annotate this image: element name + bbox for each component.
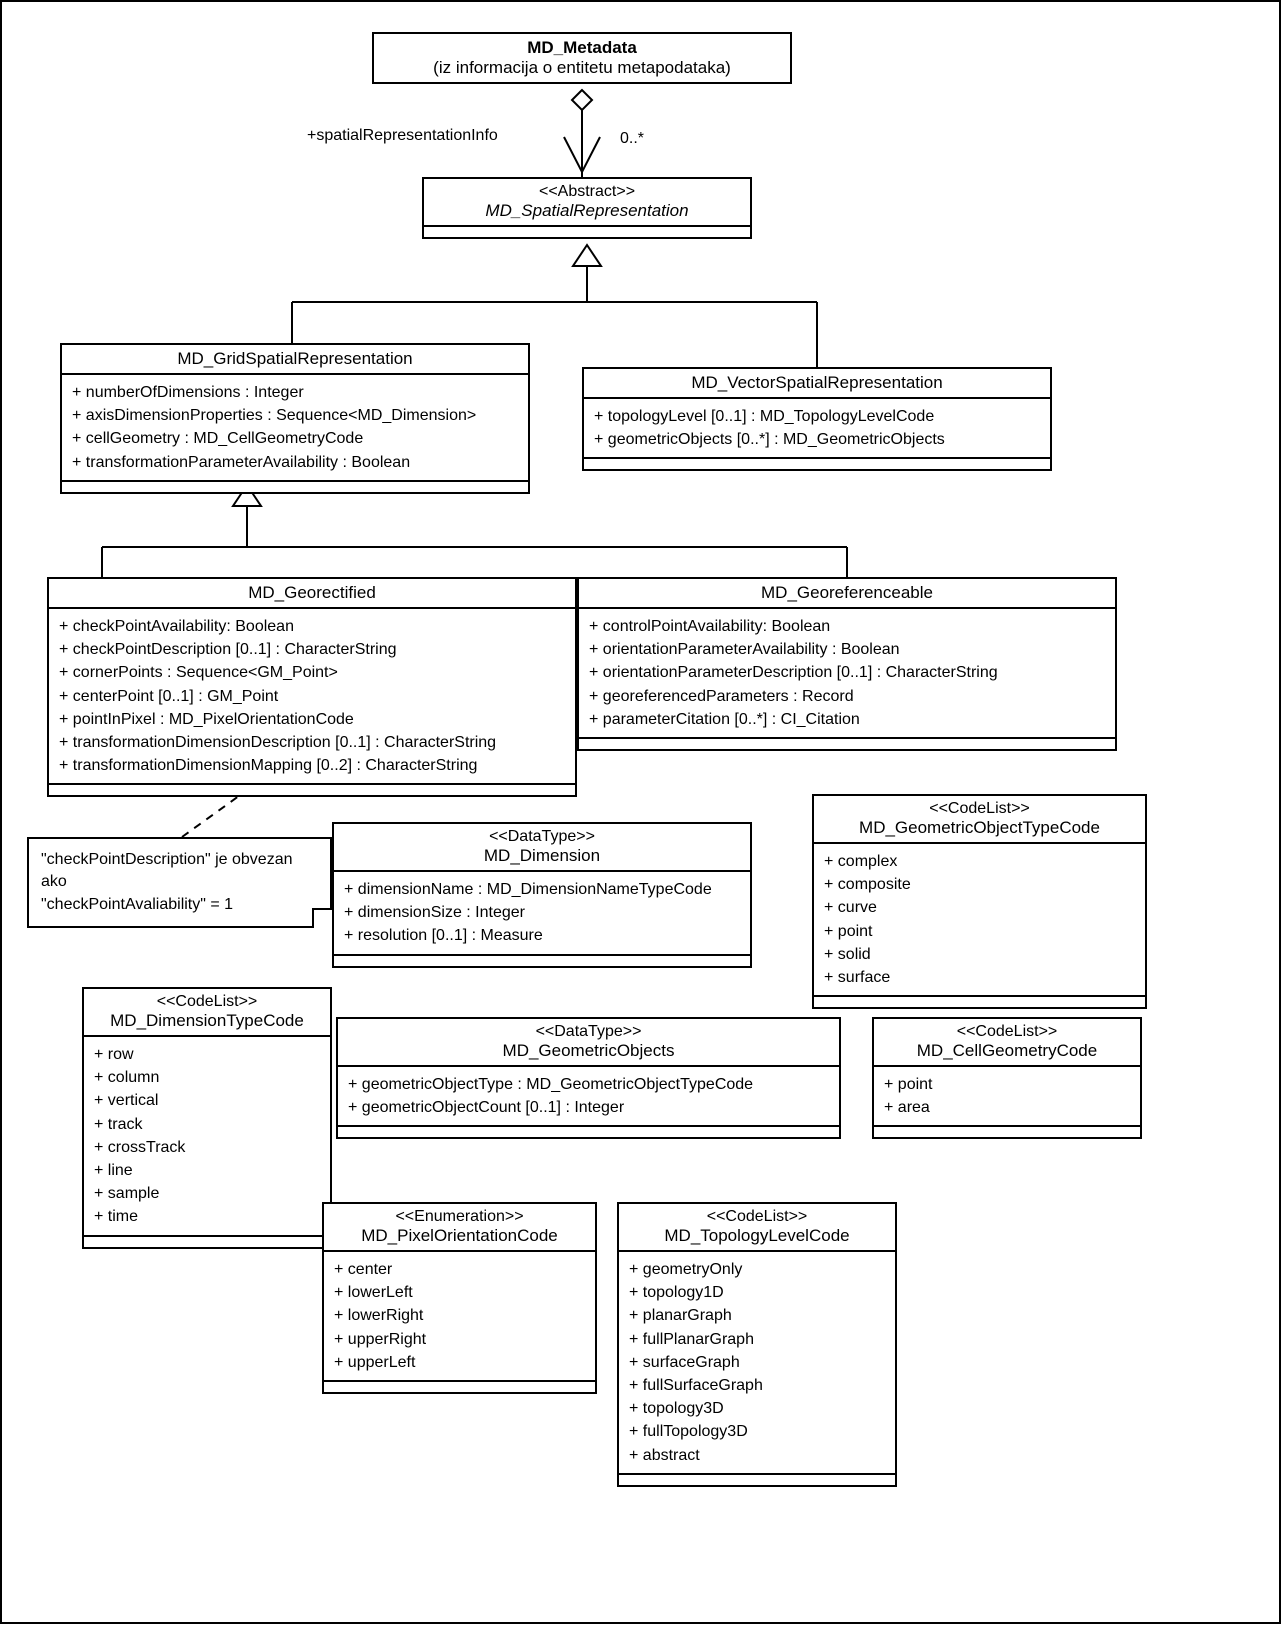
class-name: MD_Metadata	[382, 38, 782, 58]
class-name: MD_CellGeometryCode	[882, 1041, 1132, 1061]
class-name: MD_GridSpatialRepresentation	[70, 349, 520, 369]
class-md-dimension-type-code: <<CodeList>> MD_DimensionTypeCode + row …	[82, 987, 332, 1249]
class-md-vector-spatial-representation: MD_VectorSpatialRepresentation + topolog…	[582, 367, 1052, 471]
class-md-cell-geometry-code: <<CodeList>> MD_CellGeometryCode + point…	[872, 1017, 1142, 1139]
attributes: + row + column + vertical + track + cros…	[84, 1037, 330, 1237]
class-md-geometric-object-type-code: <<CodeList>> MD_GeometricObjectTypeCode …	[812, 794, 1147, 1009]
class-md-grid-spatial-representation: MD_GridSpatialRepresentation + numberOfD…	[60, 343, 530, 494]
role-label-spatialrep: +spatialRepresentationInfo	[307, 127, 498, 145]
attributes: + center + lowerLeft + lowerRight + uppe…	[324, 1252, 595, 1382]
class-md-dimension: <<DataType>> MD_Dimension + dimensionNam…	[332, 822, 752, 968]
stereotype: <<CodeList>>	[627, 1208, 887, 1226]
class-md-metadata: MD_Metadata (iz informacija o entitetu m…	[372, 32, 792, 84]
class-name: MD_VectorSpatialRepresentation	[592, 373, 1042, 393]
class-md-pixel-orientation-code: <<Enumeration>> MD_PixelOrientationCode …	[322, 1202, 597, 1394]
constraint-note: "checkPointDescription" je obvezan ako "…	[27, 837, 332, 928]
class-md-geometric-objects: <<DataType>> MD_GeometricObjects + geome…	[336, 1017, 841, 1139]
class-name: MD_DimensionTypeCode	[92, 1011, 322, 1031]
class-name: MD_PixelOrientationCode	[332, 1226, 587, 1246]
attributes: + numberOfDimensions : Integer + axisDim…	[62, 375, 528, 482]
diagram-canvas: +spatialRepresentationInfo 0..* MD_Metad…	[0, 0, 1281, 1624]
class-name: MD_Georectified	[57, 583, 567, 603]
stereotype: <<Abstract>>	[432, 183, 742, 201]
class-name: MD_GeometricObjects	[346, 1041, 831, 1061]
stereotype: <<CodeList>>	[822, 800, 1137, 818]
class-name: MD_Georeferenceable	[587, 583, 1107, 603]
mult-label-spatialrep: 0..*	[620, 130, 644, 148]
attributes: + geometryOnly + topology1D + planarGrap…	[619, 1252, 895, 1475]
attributes: + dimensionName : MD_DimensionNameTypeCo…	[334, 872, 750, 956]
attributes: + point + area	[874, 1067, 1140, 1127]
attributes: + checkPointAvailability: Boolean + chec…	[49, 609, 575, 785]
class-subtitle: (iz informacija o entitetu metapodataka)	[382, 58, 782, 78]
class-name: MD_GeometricObjectTypeCode	[822, 818, 1137, 838]
attributes: + controlPointAvailability: Boolean + or…	[579, 609, 1115, 739]
class-md-topology-level-code: <<CodeList>> MD_TopologyLevelCode + geom…	[617, 1202, 897, 1487]
class-name: MD_TopologyLevelCode	[627, 1226, 887, 1246]
stereotype: <<Enumeration>>	[332, 1208, 587, 1226]
class-md-georeferenceable: MD_Georeferenceable + controlPointAvaila…	[577, 577, 1117, 751]
class-name: MD_SpatialRepresentation	[432, 201, 742, 221]
attributes: + topologyLevel [0..1] : MD_TopologyLeve…	[584, 399, 1050, 459]
attributes: + geometricObjectType : MD_GeometricObje…	[338, 1067, 839, 1127]
stereotype: <<DataType>>	[342, 828, 742, 846]
stereotype: <<CodeList>>	[882, 1023, 1132, 1041]
attributes: + complex + composite + curve + point + …	[814, 844, 1145, 997]
stereotype: <<DataType>>	[346, 1023, 831, 1041]
class-md-georectified: MD_Georectified + checkPointAvailability…	[47, 577, 577, 797]
class-name: MD_Dimension	[342, 846, 742, 866]
class-md-spatial-representation: <<Abstract>> MD_SpatialRepresentation	[422, 177, 752, 239]
stereotype: <<CodeList>>	[92, 993, 322, 1011]
